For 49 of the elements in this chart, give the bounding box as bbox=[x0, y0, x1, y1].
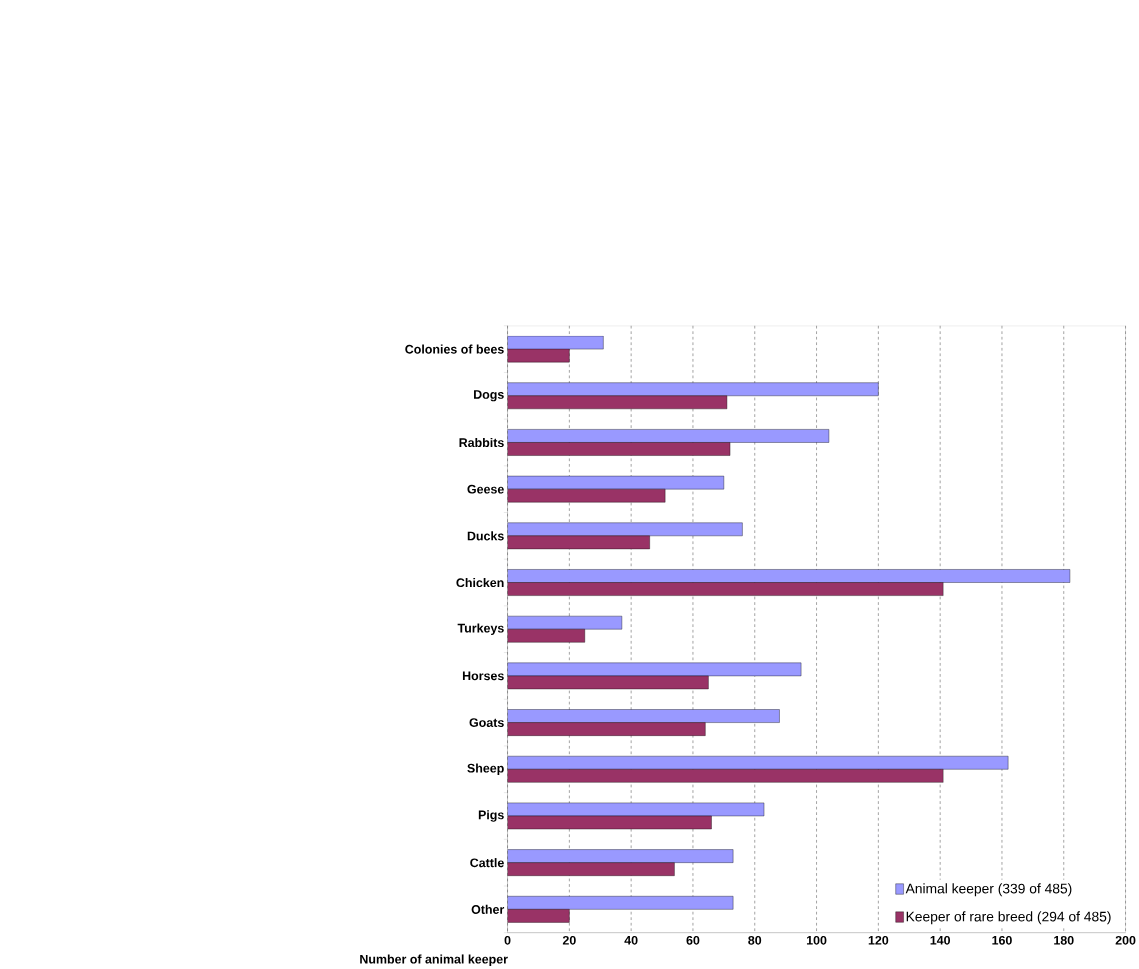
bar bbox=[507, 909, 570, 923]
y-tick-label: Geese bbox=[467, 484, 504, 494]
x-tick-label: 60 bbox=[686, 935, 700, 945]
bar bbox=[507, 582, 944, 596]
bar bbox=[507, 569, 1071, 583]
bar bbox=[507, 769, 944, 783]
bar bbox=[507, 896, 734, 910]
y-tick-label: Cattle bbox=[470, 858, 504, 868]
bar bbox=[507, 522, 743, 536]
y-tick-label: Goats bbox=[469, 718, 504, 727]
bar bbox=[507, 709, 780, 723]
bar bbox=[507, 382, 879, 396]
bar bbox=[507, 395, 728, 410]
bar bbox=[507, 348, 570, 363]
y-tick-label: Pigs bbox=[478, 810, 504, 822]
bar bbox=[507, 615, 623, 630]
bar bbox=[507, 755, 1009, 770]
x-tick-label: 40 bbox=[624, 935, 638, 945]
x-tick-label: 0 bbox=[504, 935, 511, 945]
legend-label: Keeper of rare breed (294 of 485) bbox=[906, 911, 1111, 925]
bar bbox=[507, 849, 734, 863]
y-tick-label: Turkeys bbox=[457, 623, 504, 635]
y-tick-label: Sheep bbox=[467, 763, 504, 776]
x-tick-label: 160 bbox=[992, 935, 1012, 945]
x-tick-label: 140 bbox=[930, 935, 951, 945]
y-tick-label: Dogs bbox=[474, 390, 504, 402]
x-tick-label: 200 bbox=[1115, 935, 1136, 945]
y-tick-label: Rabbits bbox=[459, 437, 504, 447]
bar bbox=[507, 722, 706, 736]
y-tick-label: Colonies of bees bbox=[405, 344, 504, 354]
x-axis-title: Number of animal keeper bbox=[360, 954, 508, 966]
x-tick-label: 20 bbox=[562, 935, 576, 945]
x-tick-label: 80 bbox=[748, 935, 762, 945]
y-tick-label: Horses bbox=[462, 671, 504, 681]
bar bbox=[507, 662, 802, 677]
bar bbox=[507, 628, 585, 643]
x-tick-label: 180 bbox=[1054, 935, 1074, 945]
bar bbox=[507, 429, 830, 443]
x-tick-label: 120 bbox=[868, 935, 889, 945]
y-tick-label: Ducks bbox=[467, 531, 504, 541]
bar bbox=[507, 442, 731, 456]
x-tick-label: 100 bbox=[806, 935, 827, 945]
y-tick-label: Other bbox=[471, 904, 505, 914]
legend-label: Animal keeper (339 of 485) bbox=[905, 883, 1072, 897]
bar bbox=[507, 488, 666, 503]
y-tick-label: Chicken bbox=[456, 577, 504, 588]
bar bbox=[507, 862, 675, 876]
bar bbox=[507, 475, 725, 490]
bar bbox=[507, 535, 650, 550]
